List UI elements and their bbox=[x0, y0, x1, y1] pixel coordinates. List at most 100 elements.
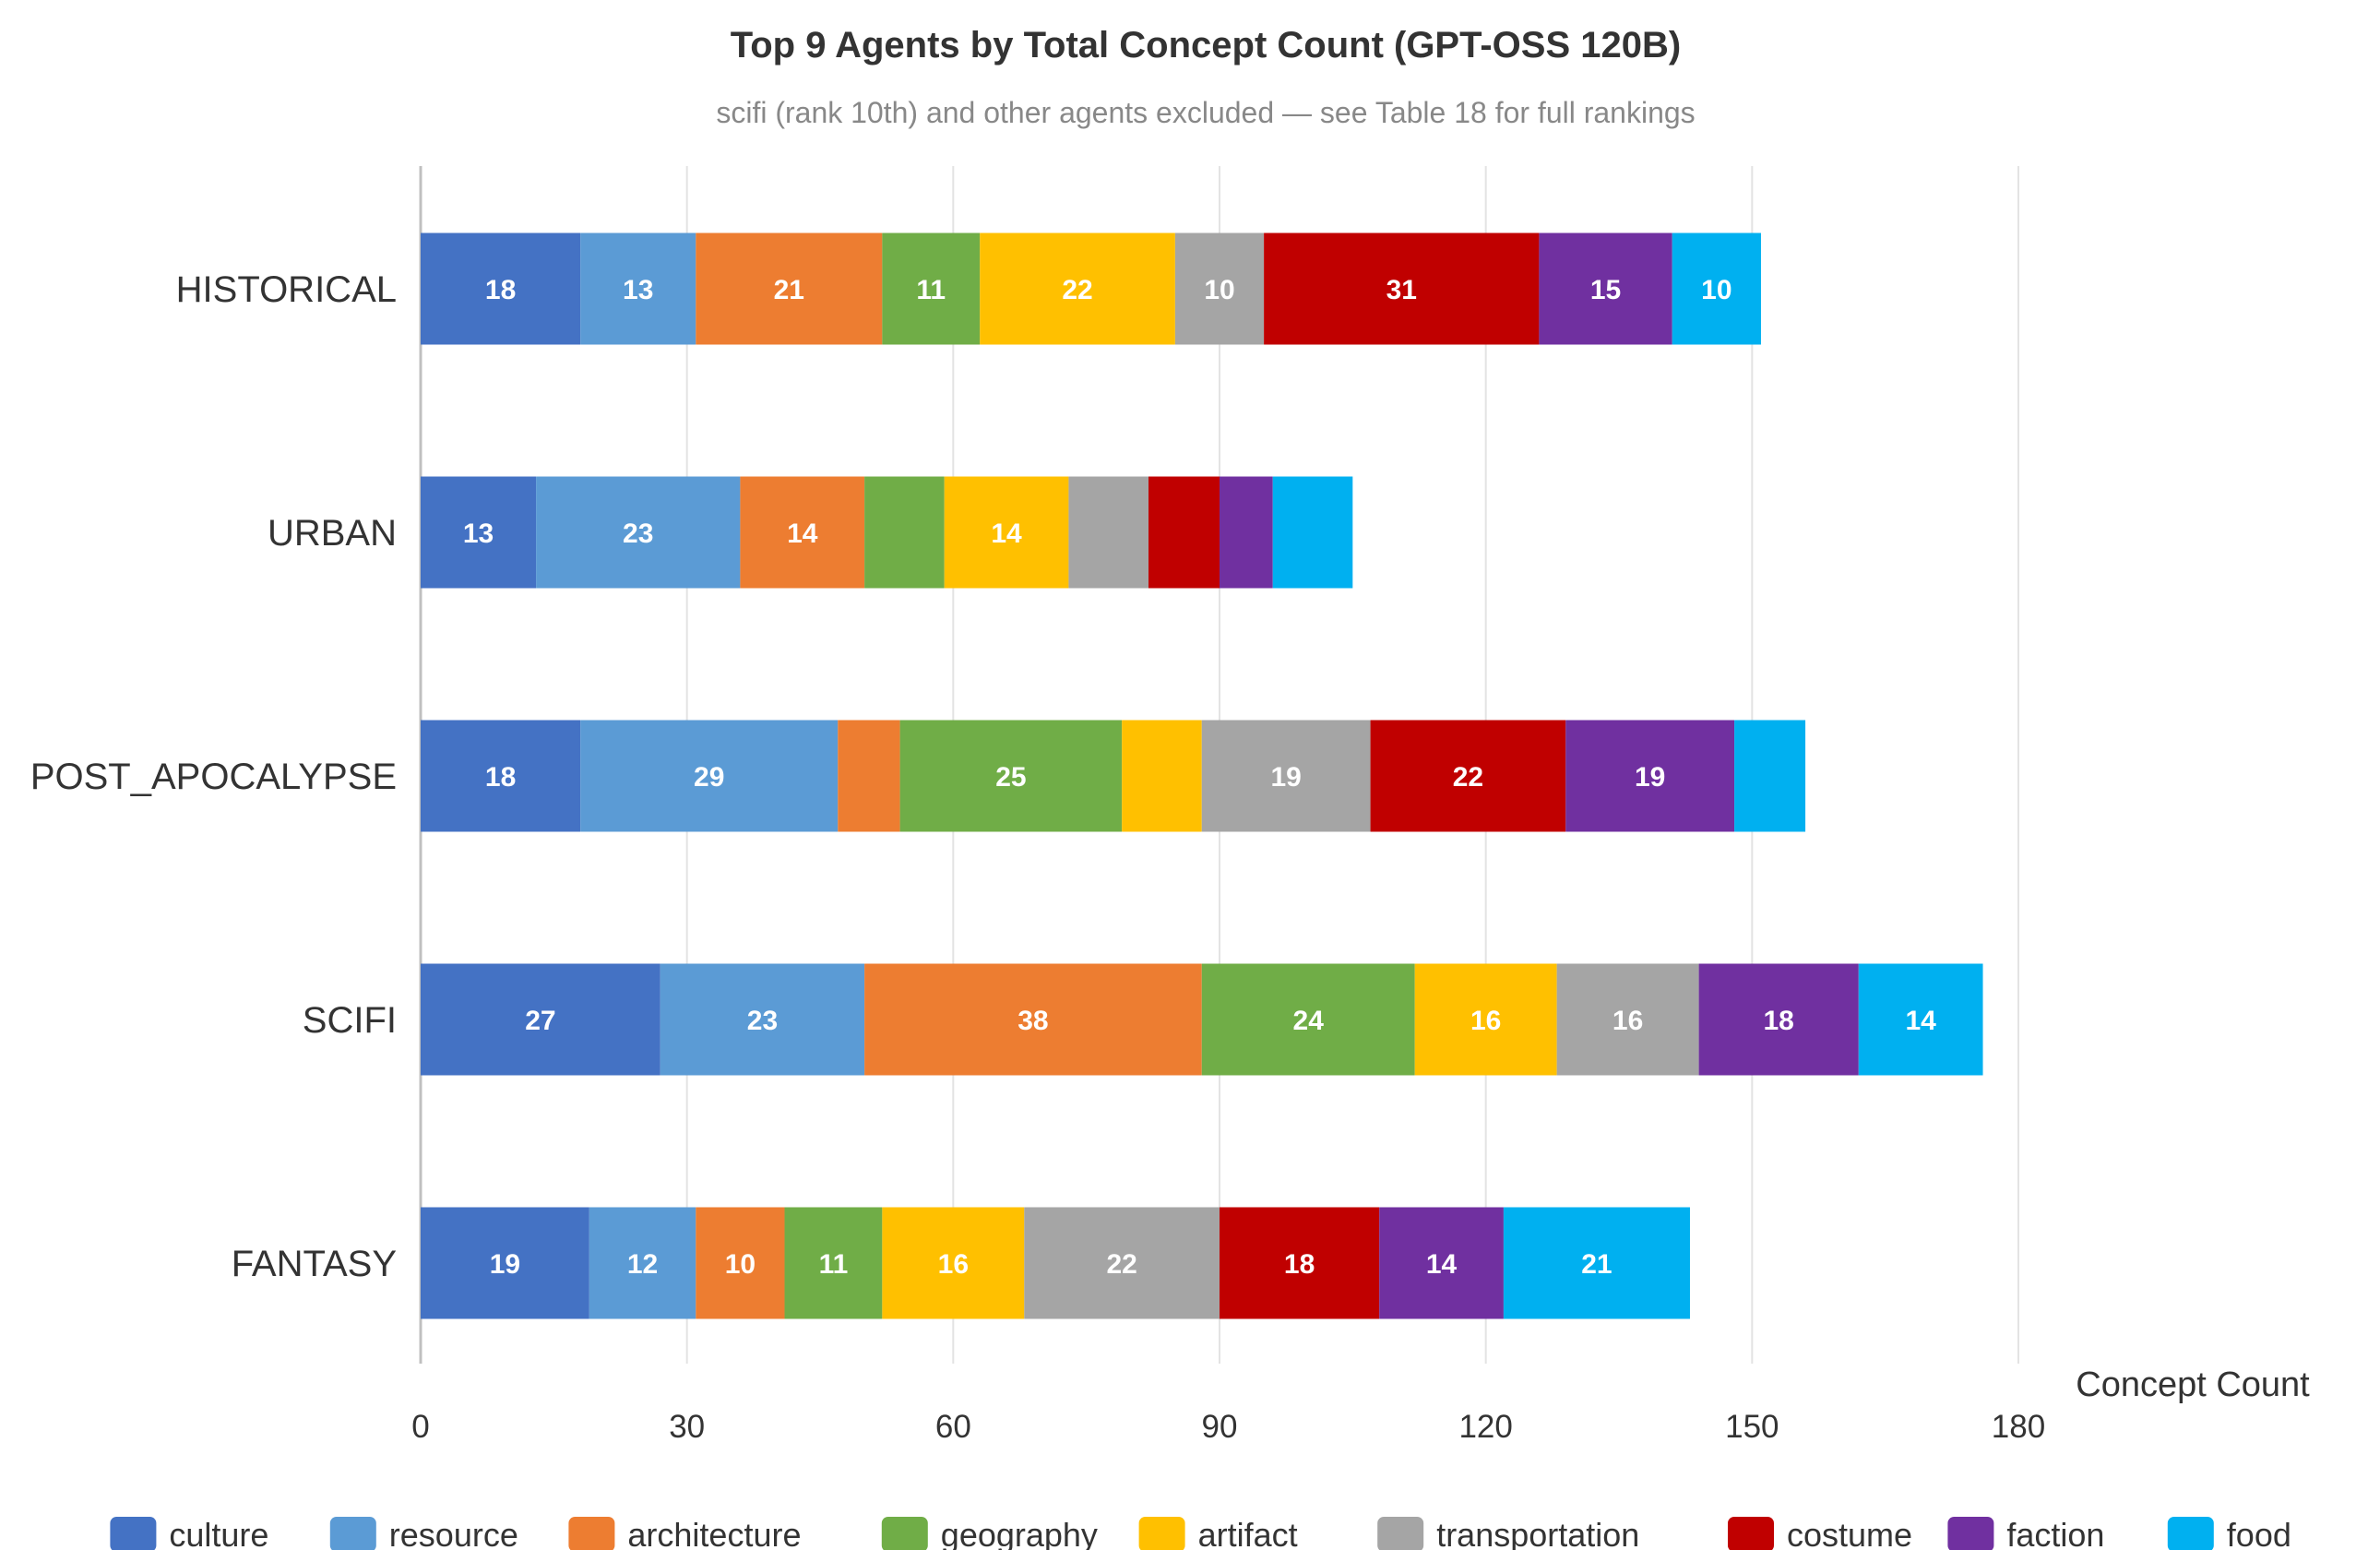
bar-segment-resource bbox=[580, 232, 696, 345]
x-tick-label: 0 bbox=[411, 1409, 429, 1445]
legend-label: artifact bbox=[1198, 1516, 1298, 1550]
data-label: 10 bbox=[1204, 275, 1234, 305]
bar-segment-architecture bbox=[740, 476, 865, 589]
bar-segment-faction bbox=[1220, 476, 1273, 589]
data-label: 14 bbox=[1426, 1249, 1458, 1280]
data-label: 38 bbox=[1017, 1006, 1048, 1036]
data-label: 18 bbox=[1764, 1006, 1794, 1036]
legend-item-artifact: artifact bbox=[1138, 1516, 1298, 1550]
legend-label: faction bbox=[2006, 1516, 2104, 1550]
data-label: 29 bbox=[694, 762, 724, 793]
x-tick-label: 150 bbox=[1725, 1409, 1779, 1445]
bar-segment-artifact bbox=[944, 476, 1069, 589]
data-label: 16 bbox=[938, 1249, 969, 1280]
data-label: 22 bbox=[1453, 762, 1483, 793]
bars: 18 13 21 11 22 10 31 15 10 13 23 14 14 18 29 25 19 22 19 27… bbox=[421, 232, 1983, 1319]
data-label: 18 bbox=[485, 275, 516, 305]
data-label: 31 bbox=[1386, 275, 1417, 305]
category-label: SCIFI bbox=[303, 1000, 397, 1041]
bar-segment-culture bbox=[421, 963, 660, 1076]
legend-swatch bbox=[1138, 1517, 1185, 1550]
bar-segment-resource bbox=[589, 1207, 696, 1319]
legend-swatch bbox=[1377, 1517, 1424, 1550]
data-label: 10 bbox=[725, 1249, 756, 1280]
category-label: HISTORICAL bbox=[176, 269, 397, 310]
bar-segment-culture bbox=[421, 1207, 589, 1319]
legend-item-culture: culture bbox=[110, 1516, 268, 1550]
bar-segment-transportation bbox=[1024, 1207, 1220, 1319]
legend-swatch bbox=[329, 1517, 376, 1550]
bar-segment-artifact bbox=[1414, 963, 1557, 1076]
legend-item-food: food bbox=[2167, 1516, 2291, 1550]
x-tick-label: 120 bbox=[1458, 1409, 1512, 1445]
data-label: 19 bbox=[1270, 762, 1301, 793]
legend-swatch bbox=[1947, 1517, 1994, 1550]
category-labels: HISTORICAL URBAN POST_APOCALYPSE SCIFI FANTA… bbox=[30, 269, 397, 1284]
chart-title: Top 9 Agents by Total Concept Count (GPT… bbox=[731, 25, 1681, 66]
x-tick-label: 90 bbox=[1202, 1409, 1238, 1445]
data-label: 14 bbox=[991, 519, 1022, 549]
legend-item-transportation: transportation bbox=[1377, 1516, 1639, 1550]
data-label: 25 bbox=[995, 762, 1026, 793]
data-label: 16 bbox=[1612, 1006, 1643, 1036]
bar-segment-resource bbox=[580, 720, 839, 832]
data-label: 14 bbox=[1905, 1006, 1936, 1036]
bar-segment-culture bbox=[421, 476, 537, 589]
category-label: POST_APOCALYPSE bbox=[30, 757, 397, 797]
bar-segment-food bbox=[1272, 476, 1353, 589]
data-label: 10 bbox=[1701, 275, 1731, 305]
data-label: 16 bbox=[1470, 1006, 1501, 1036]
bar-segment-architecture bbox=[864, 963, 1202, 1076]
bar-segment-costume bbox=[1370, 720, 1566, 832]
data-label: 14 bbox=[787, 519, 818, 549]
data-label: 13 bbox=[463, 519, 494, 549]
legend-label: food bbox=[2227, 1516, 2291, 1550]
legend-label: culture bbox=[169, 1516, 268, 1550]
bar-segment-food bbox=[1672, 232, 1761, 345]
legend-item-faction: faction bbox=[1947, 1516, 2104, 1550]
bar-segment-transportation bbox=[1556, 963, 1699, 1076]
data-label: 27 bbox=[525, 1006, 555, 1036]
data-label: 21 bbox=[774, 275, 804, 305]
x-axis-title: Concept Count bbox=[2076, 1365, 2310, 1404]
bar-segment-resource bbox=[536, 476, 741, 589]
bar-segment-geography bbox=[882, 232, 981, 345]
legend-label: transportation bbox=[1436, 1516, 1639, 1550]
bar-segment-transportation bbox=[1174, 232, 1265, 345]
bar-segment-artifact bbox=[882, 1207, 1025, 1319]
bar-segment-faction bbox=[1698, 963, 1859, 1076]
legend-item-geography: geography bbox=[881, 1516, 1098, 1550]
bar-segment-faction bbox=[1539, 232, 1672, 345]
bar-segment-transportation bbox=[1068, 476, 1149, 589]
bar-segment-architecture bbox=[838, 720, 900, 832]
data-label: 11 bbox=[819, 1249, 849, 1280]
data-label: 24 bbox=[1293, 1006, 1325, 1036]
chart-subtitle: scifi (rank 10th) and other agents exclu… bbox=[716, 96, 1695, 129]
category-label: URBAN bbox=[268, 513, 397, 554]
x-axis-ticks: 0 30 60 90 120 150 180 bbox=[411, 1409, 2045, 1445]
data-label: 23 bbox=[747, 1006, 778, 1036]
data-label: 19 bbox=[490, 1249, 520, 1280]
bar-segment-architecture bbox=[696, 232, 883, 345]
bar-segment-transportation bbox=[1201, 720, 1371, 832]
bar-segment-geography bbox=[784, 1207, 883, 1319]
data-label: 18 bbox=[485, 762, 516, 793]
bar-segment-geography bbox=[899, 720, 1123, 832]
bar-segment-geography bbox=[864, 476, 945, 589]
bar-segment-artifact bbox=[980, 232, 1175, 345]
data-label: 21 bbox=[1581, 1249, 1612, 1280]
data-label: 18 bbox=[1284, 1249, 1315, 1280]
x-tick-label: 30 bbox=[669, 1409, 705, 1445]
legend: culture resource architecture geography arti… bbox=[110, 1516, 2291, 1550]
data-label: 11 bbox=[916, 275, 946, 305]
bar-segment-costume bbox=[1220, 1207, 1380, 1319]
data-label: 23 bbox=[623, 519, 653, 549]
bar-segment-food bbox=[1858, 963, 1983, 1076]
data-label: 15 bbox=[1590, 275, 1621, 305]
bar-segment-costume bbox=[1264, 232, 1540, 345]
category-label: FANTASY bbox=[232, 1244, 397, 1284]
bar-segment-resource bbox=[660, 963, 865, 1076]
legend-item-architecture: architecture bbox=[568, 1516, 801, 1550]
legend-label: architecture bbox=[627, 1516, 801, 1550]
